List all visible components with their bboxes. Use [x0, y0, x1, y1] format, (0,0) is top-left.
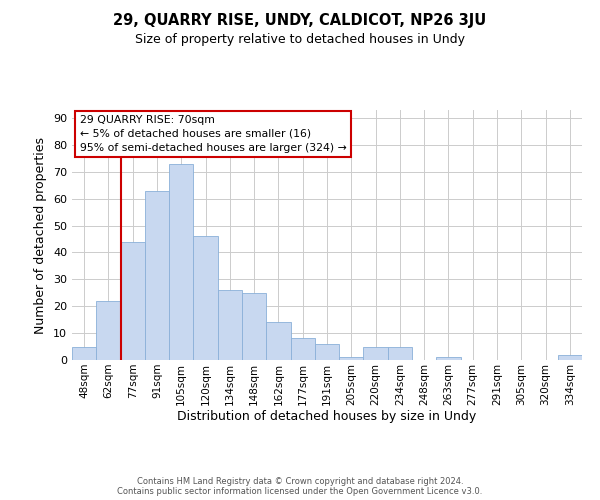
Bar	[436, 358, 461, 360]
Bar	[290, 338, 315, 360]
Text: 29, QUARRY RISE, UNDY, CALDICOT, NP26 3JU: 29, QUARRY RISE, UNDY, CALDICOT, NP26 3J…	[113, 12, 487, 28]
Text: Size of property relative to detached houses in Undy: Size of property relative to detached ho…	[135, 32, 465, 46]
Bar	[121, 242, 145, 360]
Bar	[558, 354, 582, 360]
Bar	[72, 346, 96, 360]
Bar	[242, 293, 266, 360]
Text: 29 QUARRY RISE: 70sqm
← 5% of detached houses are smaller (16)
95% of semi-detac: 29 QUARRY RISE: 70sqm ← 5% of detached h…	[80, 115, 346, 153]
X-axis label: Distribution of detached houses by size in Undy: Distribution of detached houses by size …	[178, 410, 476, 424]
Bar	[315, 344, 339, 360]
Bar	[193, 236, 218, 360]
Bar	[388, 346, 412, 360]
Y-axis label: Number of detached properties: Number of detached properties	[34, 136, 47, 334]
Bar	[145, 190, 169, 360]
Text: Contains HM Land Registry data © Crown copyright and database right 2024.: Contains HM Land Registry data © Crown c…	[137, 477, 463, 486]
Bar	[364, 346, 388, 360]
Bar	[96, 301, 121, 360]
Text: Contains public sector information licensed under the Open Government Licence v3: Contains public sector information licen…	[118, 487, 482, 496]
Bar	[169, 164, 193, 360]
Bar	[339, 358, 364, 360]
Bar	[266, 322, 290, 360]
Bar	[218, 290, 242, 360]
